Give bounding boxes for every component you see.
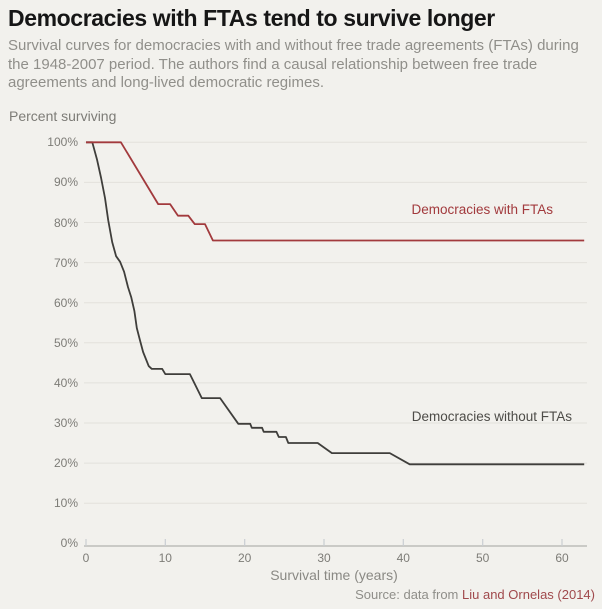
y-axis-title: Percent surviving bbox=[9, 108, 117, 124]
y-tick-label: 100% bbox=[47, 135, 78, 150]
chart-subtitle: Survival curves for democracies with and… bbox=[8, 37, 579, 91]
without-ftas-line bbox=[86, 141, 585, 466]
x-tick-label: 50 bbox=[476, 551, 490, 565]
with-ftas-line bbox=[86, 141, 585, 242]
y-tick-label: 50% bbox=[53, 335, 78, 350]
x-axis-title: Survival time (years) bbox=[270, 567, 398, 583]
y-tick-label: 40% bbox=[53, 375, 78, 390]
chart-title: Democracies with FTAs tend to survive lo… bbox=[8, 5, 495, 31]
y-tick-label: 10% bbox=[53, 496, 78, 511]
y-tick-label: 70% bbox=[53, 255, 78, 270]
y-tick-label: 90% bbox=[53, 175, 78, 190]
x-tick-label: 20 bbox=[238, 551, 252, 565]
y-tick-label: 80% bbox=[53, 215, 78, 230]
y-tick-label: 0% bbox=[60, 536, 78, 551]
series-label-without-ftas: Democracies without FTAs bbox=[411, 409, 572, 424]
source-link[interactable]: Liu and Ornelas (2014) bbox=[462, 587, 595, 602]
source-prefix: Source: data from bbox=[355, 587, 463, 602]
x-tick-label: 30 bbox=[317, 551, 331, 565]
x-tick-label: 0 bbox=[82, 551, 90, 565]
y-tick-label: 20% bbox=[53, 456, 78, 471]
x-tick-label: 10 bbox=[158, 551, 172, 565]
x-tick-label: 40 bbox=[396, 551, 410, 565]
series-label-with-ftas: Democracies with FTAs bbox=[411, 202, 553, 217]
y-tick-label: 30% bbox=[53, 416, 78, 430]
x-tick-label: 60 bbox=[555, 551, 569, 565]
source-note: Source: data from Liu and Ornelas (2014) bbox=[355, 587, 595, 602]
y-tick-label: 60% bbox=[53, 295, 78, 310]
